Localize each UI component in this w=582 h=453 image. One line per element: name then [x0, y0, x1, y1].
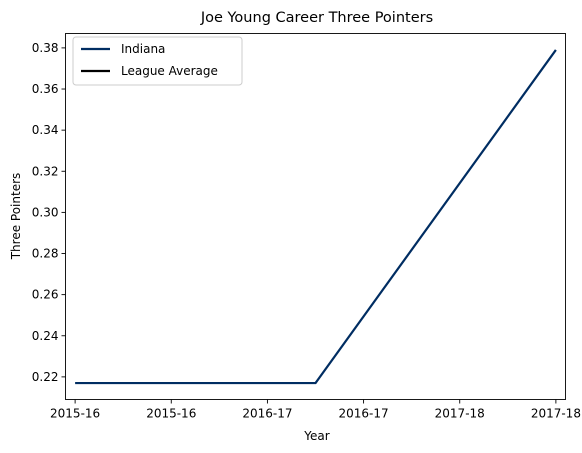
- chart-title: Joe Young Career Three Pointers: [200, 10, 433, 26]
- y-tick-label: 0.36: [32, 82, 59, 96]
- x-tick-label: 2017-18: [531, 407, 581, 421]
- x-tick-label: 2016-17: [339, 407, 389, 421]
- x-tick-label: 2015-16: [146, 407, 196, 421]
- y-tick-label: 0.30: [32, 205, 59, 219]
- x-tick-label: 2015-16: [50, 407, 100, 421]
- x-tick-label: 2016-17: [242, 407, 292, 421]
- y-tick-label: 0.28: [32, 247, 59, 261]
- legend-label: League Average: [121, 64, 218, 78]
- x-tick-label: 2017-18: [435, 407, 485, 421]
- y-axis-label: Three Pointers: [9, 173, 23, 261]
- legend-frame: [72, 36, 243, 86]
- plot-area: [65, 33, 566, 400]
- x-axis-label: Year: [303, 429, 329, 443]
- y-tick-label: 0.38: [32, 41, 59, 55]
- series-lines: [75, 49, 557, 385]
- legend: Indiana League Average: [72, 36, 243, 86]
- y-tick-label: 0.32: [32, 164, 59, 178]
- legend-label: Indiana: [121, 42, 165, 56]
- y-tick-label: 0.22: [32, 370, 59, 384]
- series-line-indiana: [75, 49, 557, 385]
- y-tick-label: 0.26: [32, 288, 59, 302]
- y-tick-label: 0.34: [32, 123, 59, 137]
- y-tick-label: 0.24: [32, 329, 59, 343]
- axis-ticks: 2015-16 2015-16 2016-17 2016-17 2017-18 2017-…: [32, 41, 581, 421]
